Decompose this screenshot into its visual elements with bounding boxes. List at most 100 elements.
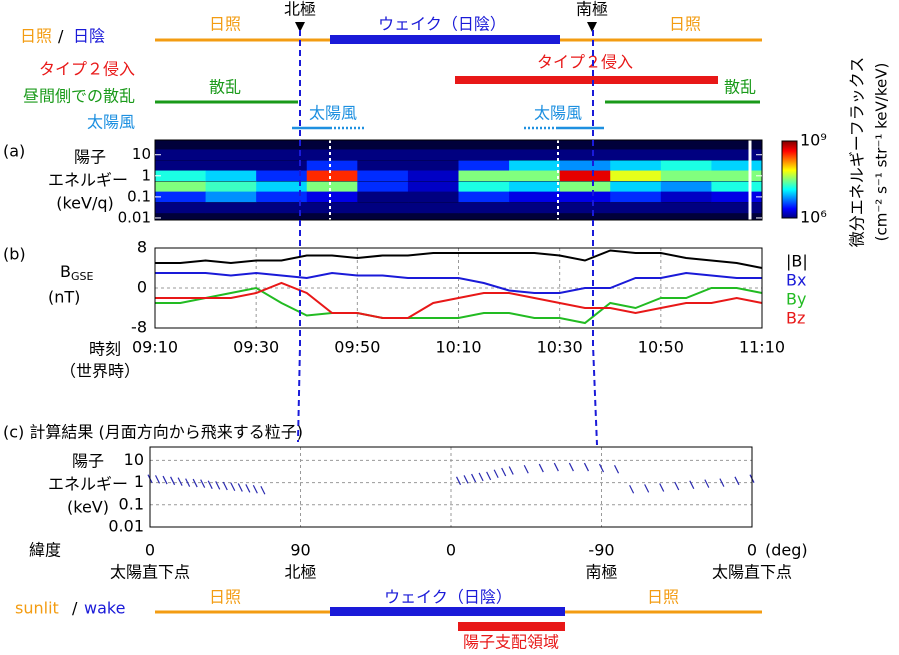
heatmap-cell (610, 160, 662, 172)
heatmap-cell (458, 181, 510, 193)
series-line (155, 249, 763, 269)
sunlit-label: 日照 (669, 15, 701, 34)
heatmap-cell (711, 170, 763, 182)
point (177, 477, 183, 486)
heatmap-cell (357, 181, 409, 193)
heatmap-cell (610, 202, 662, 214)
x-tick-label: 0 (446, 541, 456, 560)
y-tick-label: 0 (137, 278, 147, 297)
heatmap-cell (155, 191, 207, 203)
type2-bar (455, 76, 718, 84)
heatmap-cell (205, 191, 257, 203)
heatmap-cell (458, 170, 510, 182)
y-tick-label: 8 (137, 238, 147, 257)
panel-label: (a) (3, 142, 25, 161)
panel-b-frame (154, 247, 763, 329)
pole-marker (295, 22, 305, 32)
point (215, 481, 221, 490)
point (192, 478, 198, 488)
x-tick-label: 0 (747, 541, 757, 560)
y-label: エネルギー (48, 475, 128, 494)
point (200, 479, 206, 488)
x-tick-sublabel: 太陽直下点 (712, 563, 792, 582)
heatmap-cell (458, 191, 510, 203)
series-line (155, 281, 763, 319)
legend-sunlit: 日照 (20, 27, 52, 46)
x-tick-sublabel: 太陽直下点 (110, 563, 190, 582)
wake-bar (330, 35, 560, 44)
heatmap-cell (256, 170, 308, 182)
heatmap-cell (660, 149, 712, 160)
point (659, 483, 665, 492)
heatmap-cell (155, 181, 207, 193)
pole-guide (592, 30, 598, 446)
y-tick-label: 0.01 (118, 208, 151, 226)
sunlit-label: 日照 (209, 588, 241, 607)
top-bars: 日照 / 日陰 日照 ウェイク（日陰） 日照 北極 南極 タイプ２侵入 タイプ２… (20, 0, 762, 132)
point (523, 464, 529, 474)
y-tick-label: 0.1 (127, 187, 151, 205)
point (486, 471, 492, 481)
heatmap-cell (306, 170, 358, 182)
heatmap-cell (205, 202, 257, 214)
heatmap-cell (559, 181, 611, 193)
heatmap-cell (711, 160, 763, 172)
heatmap-cell (559, 149, 611, 160)
heatmap-cell (711, 149, 763, 160)
legend-label: |B| (786, 252, 808, 271)
heatmap-cell (407, 181, 459, 193)
x-tick-label: 10:30 (537, 338, 583, 357)
y-tick-label: 10 (132, 145, 151, 163)
heatmap-cell (509, 149, 561, 160)
heatmap-cell (407, 160, 459, 172)
heatmap-cell (306, 149, 358, 160)
heatmap-cell (711, 202, 763, 214)
heatmap-cell (407, 191, 459, 203)
point (471, 473, 477, 483)
heatmap-cell (155, 149, 207, 160)
heatmap-cell (205, 149, 257, 160)
heatmap-cell (407, 202, 459, 214)
series-line (155, 271, 762, 294)
heatmap-cell (407, 170, 459, 182)
y-label: (keV) (67, 498, 109, 517)
type2-label: タイプ２侵入 (39, 60, 135, 79)
heatmap-cell (205, 181, 257, 193)
heatmap-cell (610, 170, 662, 182)
type2-bar-label: タイプ２侵入 (537, 53, 633, 72)
proton-region-label: 陽子支配領域 (463, 633, 559, 652)
heatmap-cell (306, 191, 358, 203)
colorbar-tick-label: 10⁹ (800, 131, 827, 150)
panel-title: (c) 計算結果 (月面方向から飛来する粒子) (3, 423, 303, 442)
point (568, 462, 574, 472)
heatmap-cell (559, 191, 611, 203)
colorbar-unit: (cm⁻² s⁻¹ str⁻¹ keV/keV) (873, 63, 891, 242)
y-tick-label: 1 (134, 472, 144, 491)
panel-a-frame (154, 139, 763, 221)
colorbar-tick-label: 10⁶ (800, 208, 827, 227)
y-label: エネルギー (48, 171, 128, 190)
point (245, 484, 251, 493)
sunlit-label: 日照 (209, 15, 241, 34)
heatmap-cell (407, 149, 459, 160)
heatmap-cell (357, 149, 409, 160)
point (154, 475, 161, 484)
heatmap-cell (509, 170, 561, 182)
panel-c (147, 447, 755, 528)
x-tick-label: 11:10 (739, 338, 785, 357)
point (478, 472, 484, 482)
heatmap-cell (660, 160, 712, 172)
point (553, 462, 559, 472)
x-tick-label: 09:30 (233, 338, 279, 357)
legend-label: Bz (786, 309, 805, 328)
heatmap-cell (306, 181, 358, 193)
x-tick-label: 10:10 (435, 338, 481, 357)
point (162, 475, 168, 485)
heatmap-cell (357, 191, 409, 203)
point (260, 486, 266, 495)
y-label-sub: GSE (71, 270, 94, 283)
north-pole: 北極 (284, 0, 316, 19)
heatmap-cell (357, 170, 409, 182)
pole-guide (297, 30, 301, 443)
point (583, 462, 589, 472)
